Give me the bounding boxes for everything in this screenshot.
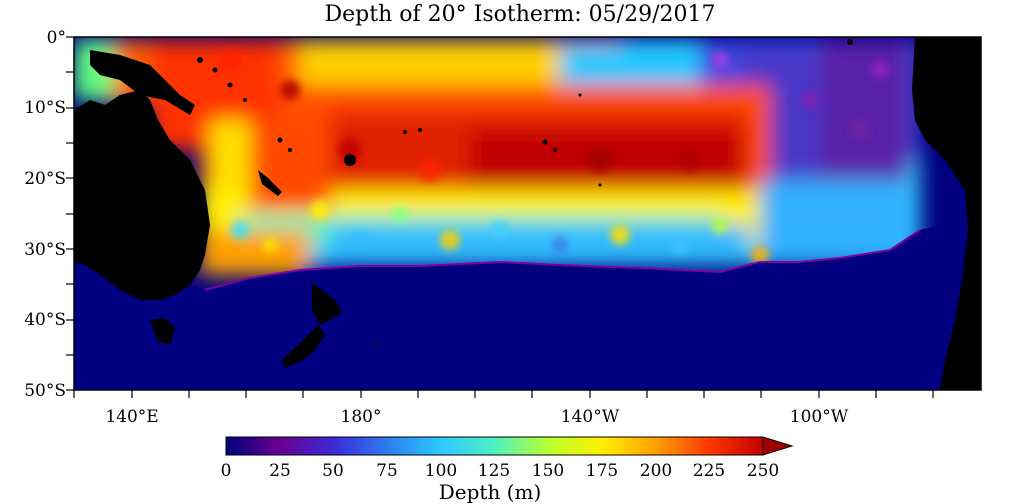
- landmasses: [74, 37, 981, 390]
- lat-label-50s: 50°S: [24, 381, 66, 401]
- colorbar-tick-175: 175: [585, 461, 619, 481]
- axis-ticks: [66, 36, 934, 398]
- map-title: Depth of 20° Isotherm: 05/29/2017: [324, 2, 716, 27]
- colorbar-tick-25: 25: [269, 461, 291, 481]
- colorbar: [225, 436, 794, 456]
- lat-label-30s: 30°S: [24, 240, 66, 260]
- colorbar-label: Depth (m): [438, 480, 542, 504]
- lat-label-0: 0°: [46, 28, 66, 48]
- colorbar-gradient: [225, 436, 764, 456]
- depth-speckles: [218, 48, 889, 264]
- colorbar-tick-50: 50: [322, 461, 344, 481]
- map-plot-area: [74, 37, 981, 390]
- lon-label-100w: 100°W: [789, 407, 849, 427]
- lon-label-140e: 140°E: [105, 407, 159, 427]
- lon-label-180: 180°: [340, 407, 382, 427]
- lon-label-140w: 140°W: [560, 407, 620, 427]
- colorbar-tick-100: 100: [424, 461, 458, 481]
- colorbar-tick-75: 75: [376, 461, 398, 481]
- colorbar-tick-250: 250: [746, 461, 780, 481]
- lat-label-20s: 20°S: [24, 169, 66, 189]
- lat-label-40s: 40°S: [24, 310, 66, 330]
- depth-field: [74, 40, 920, 275]
- colorbar-tick-0: 0: [220, 461, 232, 481]
- colorbar-tick-125: 125: [477, 461, 511, 481]
- colorbar-tick-200: 200: [639, 461, 673, 481]
- colorbar-tick-225: 225: [692, 461, 726, 481]
- lat-label-10s: 10°S: [24, 98, 66, 118]
- colorbar-overflow-arrow: [762, 436, 794, 456]
- colorbar-tick-150: 150: [531, 461, 565, 481]
